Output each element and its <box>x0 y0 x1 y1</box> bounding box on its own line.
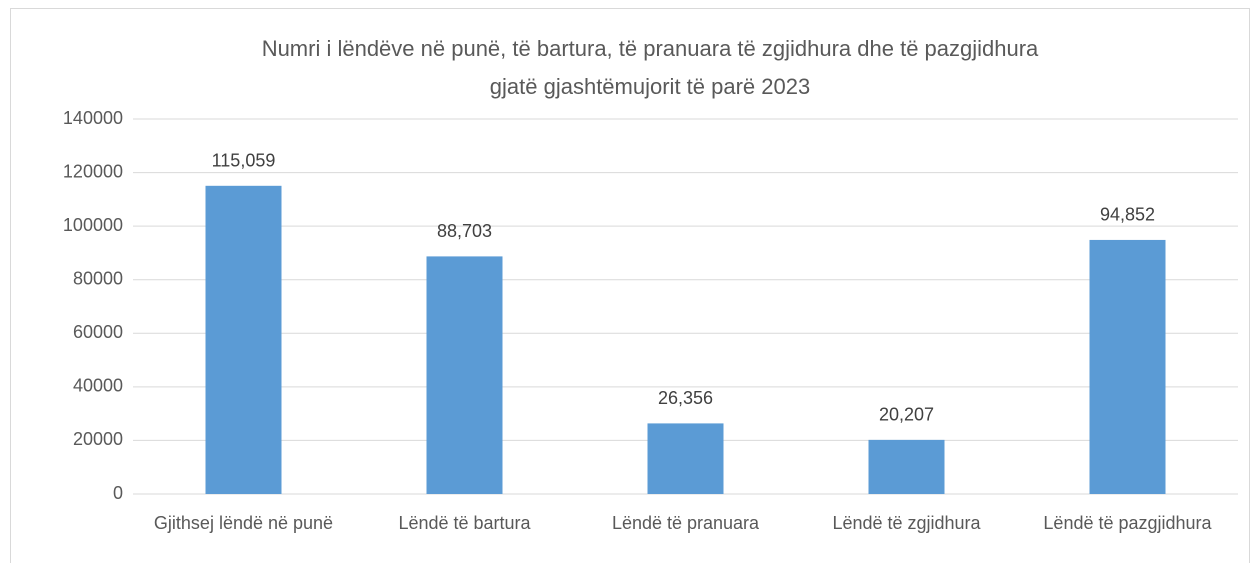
bar <box>205 185 282 494</box>
x-tick-label: Lëndë të pazgjidhura <box>1043 513 1212 533</box>
y-tick-label: 100000 <box>63 215 123 235</box>
y-tick-label: 80000 <box>73 268 123 288</box>
x-tick-label: Lëndë të pranuara <box>612 513 760 533</box>
y-tick-label: 40000 <box>73 376 123 396</box>
bar <box>868 439 945 494</box>
y-tick-label: 0 <box>113 483 123 503</box>
data-label: 20,207 <box>879 405 934 425</box>
data-label: 88,703 <box>437 221 492 241</box>
data-label: 115,059 <box>212 151 276 171</box>
bar <box>1089 239 1166 494</box>
bar <box>647 423 724 494</box>
y-tick-label: 120000 <box>63 161 123 181</box>
chart-frame <box>10 8 1250 563</box>
data-label: 94,852 <box>1100 205 1155 225</box>
y-tick-label: 60000 <box>73 322 123 342</box>
x-tick-label: Lëndë të bartura <box>398 513 531 533</box>
data-label: 26,356 <box>658 388 713 408</box>
bar <box>426 256 503 494</box>
x-tick-label: Gjithsej lëndë në punë <box>154 513 333 533</box>
x-tick-label: Lëndë të zgjidhura <box>832 513 981 533</box>
chart-title: Numri i lëndëve në punë, të bartura, të … <box>262 36 1039 61</box>
y-tick-label: 20000 <box>73 429 123 449</box>
y-tick-label: 140000 <box>63 108 123 128</box>
chart-title: gjatë gjashtëmujorit të parë 2023 <box>490 74 810 99</box>
